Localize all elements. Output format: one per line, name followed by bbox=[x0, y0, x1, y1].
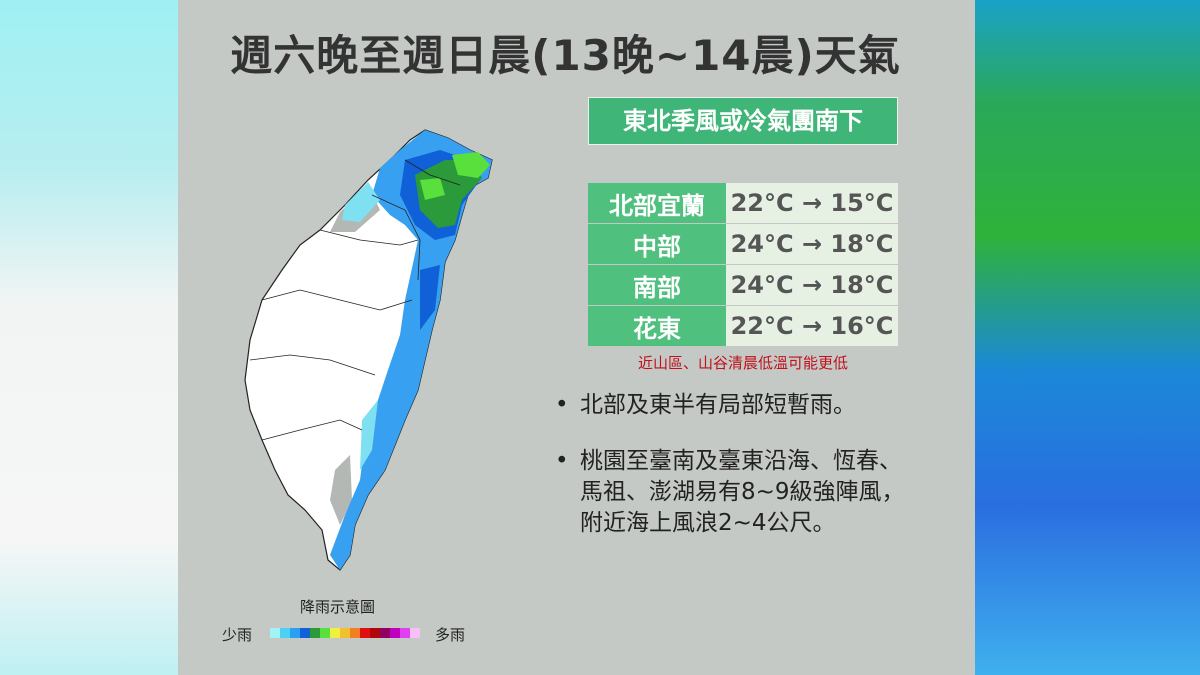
temp: 22°C → 16°C bbox=[726, 305, 898, 347]
swatch bbox=[370, 628, 380, 638]
region: 北部宜蘭 bbox=[588, 183, 726, 224]
legend-high: 多雨 bbox=[435, 626, 466, 644]
swatch bbox=[310, 628, 320, 638]
legend-title: 降雨示意圖 bbox=[300, 598, 376, 616]
temp: 24°C → 18°C bbox=[726, 264, 898, 306]
region: 南部 bbox=[588, 264, 726, 306]
swatch bbox=[400, 628, 410, 638]
temp: 22°C → 15°C bbox=[726, 183, 898, 224]
bullet: • 桃園至臺南及臺東沿海、恆春、馬祖、澎湖易有8~9級強陣風，附近海上風浪2~4公… bbox=[555, 446, 915, 539]
rain-blue bbox=[330, 130, 492, 570]
swatch bbox=[380, 628, 390, 638]
row: 南部 24°C → 18°C bbox=[588, 264, 898, 306]
rain-light bbox=[330, 185, 380, 525]
swatch bbox=[340, 628, 350, 638]
swatch bbox=[350, 628, 360, 638]
temp: 24°C → 18°C bbox=[726, 223, 898, 265]
row: 北部宜蘭 22°C → 15°C bbox=[588, 183, 898, 224]
rain-green bbox=[415, 160, 482, 228]
swatch bbox=[330, 628, 340, 638]
title: 週六晚至週日晨(13晚~14晨)天氣 bbox=[230, 31, 901, 80]
note: 近山區、山谷清晨低溫可能更低 bbox=[637, 354, 848, 372]
temp-table: 北部宜蘭 22°C → 15°C 中部 24°C → 18°C 南部 24°C → 1… bbox=[588, 183, 898, 347]
legend-scale bbox=[270, 628, 420, 638]
subtitle: 東北季風或冷氣團南下 bbox=[588, 97, 898, 145]
region: 花東 bbox=[588, 305, 726, 347]
swatch bbox=[320, 628, 330, 638]
row: 中部 24°C → 18°C bbox=[588, 223, 898, 265]
swatch bbox=[280, 628, 290, 638]
blur-right bbox=[975, 0, 1200, 675]
swatch bbox=[290, 628, 300, 638]
legend-low: 少雨 bbox=[222, 626, 253, 644]
swatch bbox=[390, 628, 400, 638]
swatch bbox=[410, 628, 420, 638]
swatch bbox=[360, 628, 370, 638]
blur-left bbox=[0, 0, 178, 675]
bullet: • 北部及東半有局部短暫雨。 bbox=[555, 390, 915, 421]
bullet-text: 桃園至臺南及臺東沿海、恆春、馬祖、澎湖易有8~9級強陣風，附近海上風浪2~4公尺… bbox=[580, 448, 905, 536]
region: 中部 bbox=[588, 223, 726, 265]
swatch bbox=[300, 628, 310, 638]
map bbox=[244, 129, 493, 571]
rain-cyan bbox=[342, 182, 380, 470]
swatch bbox=[270, 628, 280, 638]
county-lines bbox=[249, 159, 461, 441]
rain-lime bbox=[420, 152, 490, 200]
row: 花東 22°C → 16°C bbox=[588, 305, 898, 347]
bullet-text: 北部及東半有局部短暫雨。 bbox=[580, 392, 856, 418]
